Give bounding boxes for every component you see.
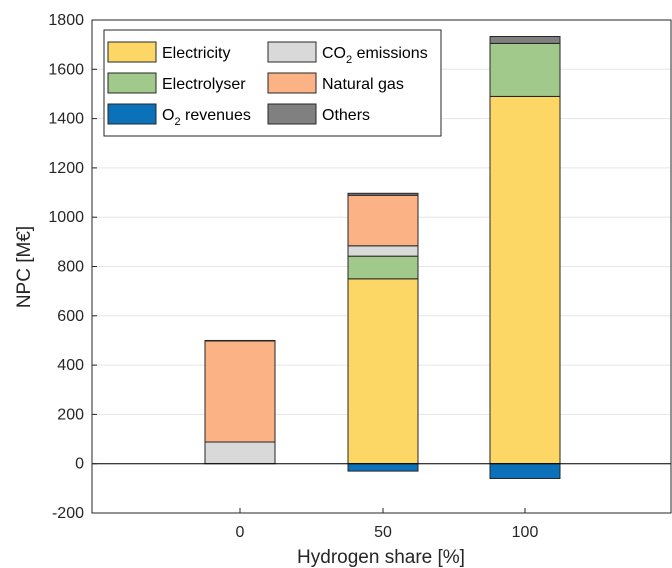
legend-swatch	[267, 72, 317, 94]
bar-segment-o2-revenues	[489, 463, 561, 479]
bar-segment-others	[347, 192, 419, 196]
legend-swatch	[267, 103, 317, 125]
bar-segment-others	[489, 36, 561, 44]
bar-segment-electricity	[347, 278, 419, 465]
legend-swatch	[107, 103, 157, 125]
legend: Electricity CO2 emissions Electrolyser Natu…	[103, 29, 442, 137]
bar-segment-co2-emissions	[204, 441, 276, 465]
legend-swatch	[107, 72, 157, 94]
y-tick-label: 800	[57, 259, 84, 276]
y-tick-label: 0	[75, 456, 84, 473]
y-tick-label: 600	[57, 308, 84, 325]
bar-segment-electrolyser	[489, 42, 561, 97]
y-tick-label: 1200	[48, 160, 84, 177]
bar-segment-natural-gas	[347, 194, 419, 247]
y-tick-label: -200	[52, 505, 84, 522]
x-tick-label: 0	[236, 524, 245, 541]
legend-label: Others	[322, 107, 370, 124]
bars	[204, 36, 561, 479]
legend-label: Electrolyser	[162, 76, 246, 93]
legend-label: CO2 emissions	[322, 45, 428, 66]
legend-label: Electricity	[162, 45, 230, 62]
bar-segment-natural-gas	[204, 340, 276, 443]
y-tick-label: 1000	[48, 209, 84, 226]
bar-segment-o2-revenues	[347, 463, 419, 472]
legend-label: O2 revenues	[162, 107, 251, 128]
x-tick-label: 50	[374, 524, 392, 541]
y-axis-ticks: -200 0 200 400 600 800 1000 1200 1400 1600 1800	[48, 12, 97, 522]
x-axis-ticks: 0 50 100	[236, 508, 539, 541]
y-tick-label: 200	[57, 406, 84, 423]
x-axis-label: Hydrogen share [%]	[297, 547, 465, 568]
bar-segment-electricity	[489, 95, 561, 465]
bar-segment-others	[204, 339, 276, 342]
legend-label: Natural gas	[322, 76, 404, 93]
y-tick-label: 1800	[48, 12, 84, 29]
y-tick-label: 1600	[48, 61, 84, 78]
legend-swatch	[107, 41, 157, 63]
x-tick-label: 100	[512, 524, 539, 541]
y-tick-label: 400	[57, 357, 84, 374]
bar-segment-co2-emissions	[347, 245, 419, 257]
legend-swatch	[267, 41, 317, 63]
bar-segment-electrolyser	[347, 255, 419, 280]
y-tick-label: 1400	[48, 111, 84, 128]
y-axis-label: NPC [M€]	[14, 226, 35, 308]
